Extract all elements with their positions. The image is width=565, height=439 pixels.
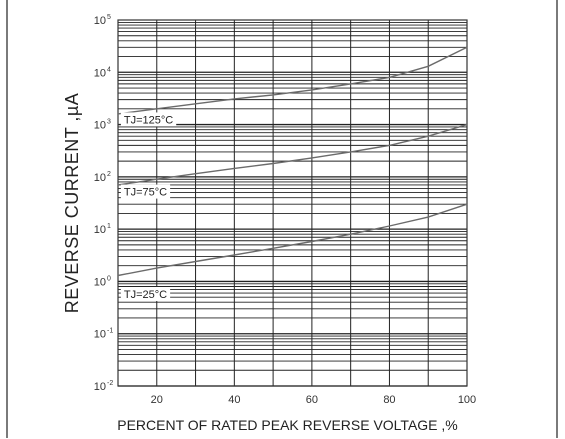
y-tick-label: 10 — [94, 224, 106, 236]
x-tick-label: 100 — [458, 394, 476, 406]
annotation-bg — [120, 287, 171, 302]
annotation-bg — [120, 184, 171, 199]
x-tick-label: 80 — [383, 394, 395, 406]
y-tick-exponent: -1 — [107, 328, 113, 335]
plot-grid — [117, 20, 468, 387]
x-axis-label: PERCENT OF RATED PEAK REVERSE VOLTAGE ,% — [117, 417, 457, 433]
y-tick-exponent: -2 — [107, 380, 113, 387]
series-line — [117, 203, 468, 277]
y-tick-label: 10 — [94, 15, 106, 27]
y-tick-exponent: 4 — [107, 66, 111, 73]
y-tick-label: 10 — [94, 329, 106, 341]
plot-border — [117, 19, 468, 387]
chart-frame — [6, 0, 558, 438]
y-tick-label: 10 — [94, 381, 106, 393]
x-tick-label: 40 — [228, 394, 240, 406]
y-tick-label: 10 — [94, 67, 106, 79]
x-tick-labels: 20 40 60 80 100 — [151, 394, 477, 406]
y-tick-exponent: 3 — [107, 119, 111, 126]
curve-annotations: TJ=125°C TJ=75°C TJ=25°C — [120, 112, 177, 302]
y-tick-label: 10 — [94, 276, 106, 288]
annotation-label: TJ=125°C — [124, 114, 173, 126]
x-tick-label: 20 — [151, 394, 163, 406]
y-tick-exponent: 2 — [107, 171, 111, 178]
y-tick-exponent: 0 — [107, 275, 111, 282]
series-line — [117, 46, 468, 115]
annotation-label: TJ=75°C — [124, 187, 167, 199]
y-tick-label: 10 — [94, 120, 106, 132]
series-line — [117, 123, 468, 186]
annotation-bg — [120, 112, 177, 127]
y-axis-label: REVERSE CURRENT ,µA — [62, 93, 82, 314]
series-lines — [117, 46, 468, 277]
y-tick-label: 10 — [94, 172, 106, 184]
y-tick-exponent: 1 — [107, 223, 111, 230]
annotation-label: TJ=25°C — [124, 289, 167, 301]
x-tick-label: 60 — [306, 394, 318, 406]
y-tick-exponent: 5 — [107, 14, 111, 21]
